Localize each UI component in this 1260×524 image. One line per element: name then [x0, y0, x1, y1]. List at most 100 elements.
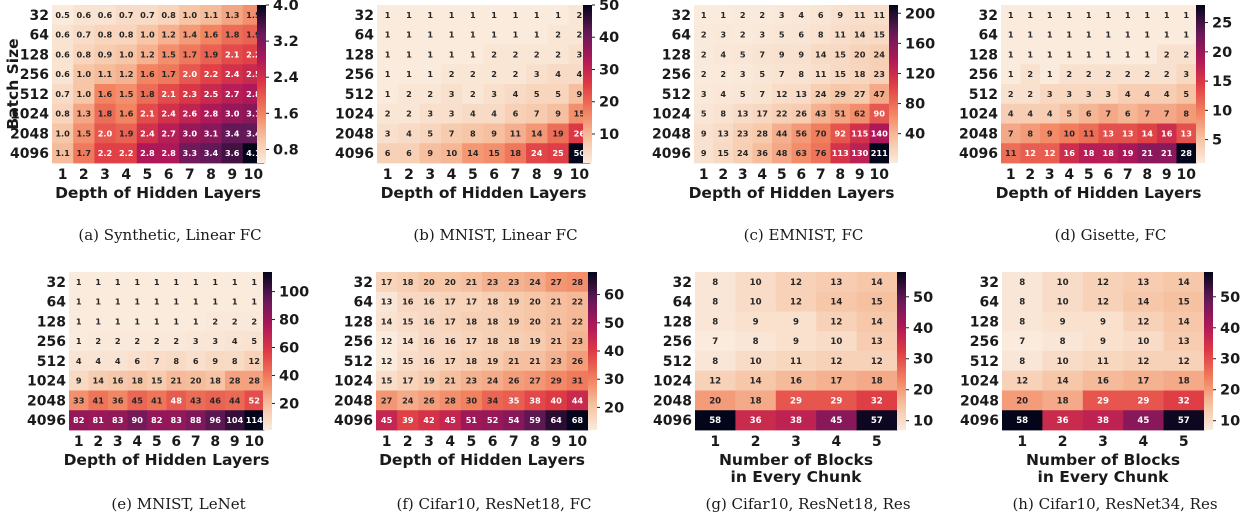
- heatmap-cell: [735, 331, 777, 352]
- heatmap-cell: [1002, 291, 1043, 312]
- heatmap-cell: [694, 143, 714, 164]
- cell-value-label: 24: [402, 395, 414, 405]
- heatmap-cell: [179, 44, 201, 65]
- heatmap-cell: [418, 410, 440, 431]
- heatmap-cell: [772, 44, 792, 65]
- cell-value-label: 4: [76, 356, 82, 366]
- heatmap-cell: [1118, 103, 1138, 124]
- heatmap-cell: [545, 370, 568, 391]
- heatmap-cell: [1020, 84, 1041, 105]
- heatmap-cell: [1157, 143, 1177, 164]
- heatmap-cell: [1163, 351, 1205, 372]
- cell-value-label: 2: [1183, 49, 1189, 59]
- cell-value-label: 18: [854, 69, 866, 79]
- heatmap-cell: [775, 331, 817, 352]
- cell-value-label: 4: [555, 69, 561, 79]
- heatmap-cell: [1042, 272, 1084, 293]
- heatmap-cell: [73, 123, 95, 144]
- heatmap-cell: [127, 291, 148, 312]
- colorbar-tick-label: 1.6: [273, 106, 299, 122]
- cell-value-label: 5: [740, 49, 746, 59]
- heatmap-cell: [376, 351, 398, 372]
- x-tick-label: 2: [718, 167, 728, 183]
- cell-value-label: 2.2: [246, 49, 261, 59]
- x-tick-label: 7: [816, 167, 826, 183]
- heatmap-cell: [115, 44, 138, 65]
- cell-value-label: 27: [550, 277, 562, 287]
- x-tick-label: 9: [551, 434, 561, 450]
- heatmap-cell: [166, 370, 187, 391]
- cell-value-label: 14: [467, 148, 479, 158]
- cell-value-label: 7: [1008, 128, 1014, 138]
- heatmap-cell: [1040, 44, 1060, 65]
- cell-value-label: 2: [491, 49, 497, 59]
- cell-value-label: 3: [576, 49, 582, 59]
- cell-value-label: 21: [508, 356, 520, 366]
- cell-value-label: 0.8: [55, 109, 70, 119]
- cell-value-label: 41: [151, 395, 163, 405]
- heatmap-cell: [566, 351, 589, 372]
- cell-value-label: 14: [854, 30, 866, 40]
- heatmap-cell: [1123, 351, 1164, 372]
- heatmap-cell: [504, 5, 527, 26]
- colorbar-tick-label: 50: [913, 290, 933, 306]
- cell-value-label: 35: [508, 395, 520, 405]
- heatmap-cell: [482, 351, 504, 372]
- heatmap-cell: [398, 103, 420, 124]
- cell-value-label: 23: [487, 277, 499, 287]
- x-tick-label: 8: [835, 167, 845, 183]
- cell-value-label: 4: [576, 69, 582, 79]
- cell-value-label: 1: [406, 10, 412, 20]
- cell-value-label: 3: [1047, 89, 1053, 99]
- heatmap-cell: [1020, 64, 1041, 85]
- heatmap-cell: [221, 64, 244, 85]
- heatmap-cell: [775, 410, 817, 431]
- cell-value-label: 47: [874, 89, 886, 99]
- heatmap-cell: [221, 103, 244, 124]
- heatmap-cell: [115, 5, 138, 26]
- cell-value-label: 8: [720, 109, 726, 119]
- y-tick-label: 64: [355, 28, 375, 44]
- heatmap-cell: [418, 370, 440, 391]
- cell-value-label: 23: [572, 336, 584, 346]
- heatmap-cell: [735, 370, 777, 391]
- cell-value-label: 20: [529, 297, 541, 307]
- heatmap-cell: [772, 24, 792, 45]
- cell-value-label: 1: [491, 10, 497, 20]
- cell-value-label: 8: [1019, 278, 1025, 288]
- cell-value-label: 2: [95, 336, 101, 346]
- cell-value-label: 21: [1142, 148, 1154, 158]
- heatmap-cell: [462, 123, 484, 144]
- heatmap-cell: [397, 331, 419, 352]
- cell-value-label: 1: [534, 30, 540, 40]
- x-tick-label: 2: [404, 167, 414, 183]
- x-tick-label: 1: [710, 434, 720, 450]
- x-tick-label: 9: [230, 434, 240, 450]
- cell-value-label: 3.4: [204, 148, 219, 158]
- cell-value-label: 17: [444, 316, 456, 326]
- x-tick-label: 10: [245, 434, 265, 450]
- y-tick-label: 64: [47, 295, 67, 311]
- cell-value-label: 2.2: [204, 69, 219, 79]
- heatmap-cell: [752, 44, 773, 65]
- heatmap-cell: [1123, 272, 1164, 293]
- cell-value-label: 83: [112, 415, 124, 425]
- cell-value-label: 8: [753, 337, 759, 347]
- heatmap-cell: [733, 64, 753, 85]
- cell-value-label: 2.4: [161, 109, 176, 119]
- cell-value-label: 4: [95, 356, 101, 366]
- heatmap-cell: [158, 24, 180, 45]
- heatmap-cell: [418, 311, 440, 332]
- heatmap-cell: [775, 291, 817, 312]
- heatmap-cell: [694, 24, 714, 45]
- panel-caption: (b) MNIST, Linear FC: [413, 226, 577, 244]
- heatmap-cell: [73, 24, 95, 45]
- colorbar-tick-label: 60: [604, 288, 624, 304]
- heatmap-panel-8: 8 10 12 13 148 10 12 14 158 9 9 12 147 8 9 10 138 10 11 12 1…: [960, 272, 1240, 513]
- heatmap-cell: [186, 331, 206, 352]
- heatmap-cell: [462, 84, 484, 105]
- heatmap-cell: [483, 24, 506, 45]
- heatmap-cell: [1040, 103, 1060, 124]
- x-tick-label: 7: [185, 167, 195, 183]
- cell-value-label: 2: [740, 10, 746, 20]
